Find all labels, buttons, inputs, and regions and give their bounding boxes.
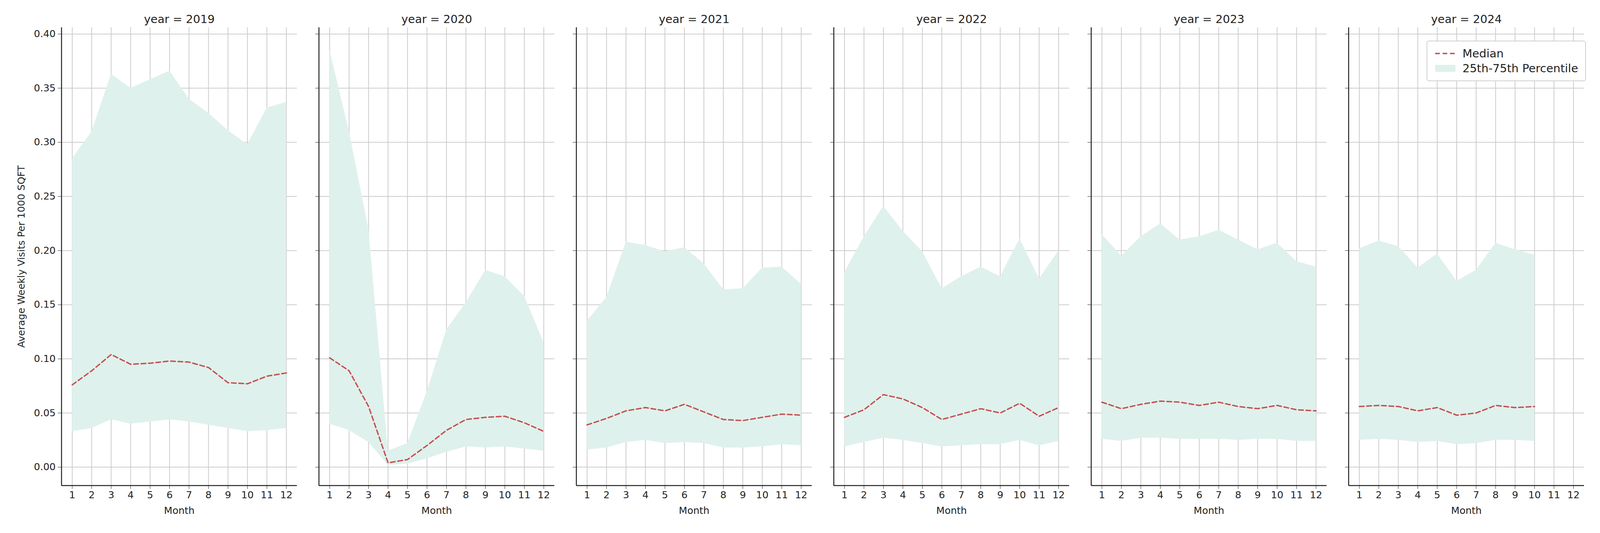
- svg-text:5: 5: [919, 489, 926, 501]
- svg-text:8: 8: [1492, 489, 1499, 501]
- svg-text:5: 5: [661, 489, 668, 501]
- svg-text:12: 12: [1309, 489, 1323, 501]
- svg-text:10: 10: [498, 489, 512, 501]
- svg-text:7: 7: [185, 489, 193, 501]
- svg-text:0.20: 0.20: [33, 244, 56, 257]
- svg-text:Month: Month: [678, 505, 710, 517]
- svg-text:0.40: 0.40: [33, 28, 56, 40]
- svg-text:8: 8: [1235, 489, 1242, 501]
- svg-text:12: 12: [280, 489, 293, 501]
- svg-text:0.30: 0.30: [33, 136, 56, 148]
- svg-text:4: 4: [1157, 489, 1164, 501]
- svg-text:9: 9: [225, 489, 232, 501]
- svg-text:11: 11: [260, 489, 274, 501]
- svg-text:3: 3: [1137, 489, 1145, 501]
- svg-text:0.25: 0.25: [33, 190, 56, 202]
- svg-text:10: 10: [1013, 489, 1027, 501]
- svg-text:year = 2024: year = 2024: [1430, 12, 1502, 26]
- svg-text:year = 2021: year = 2021: [658, 12, 730, 26]
- svg-text:Month: Month: [1451, 505, 1482, 517]
- svg-text:0.10: 0.10: [33, 353, 56, 365]
- svg-text:6: 6: [423, 489, 431, 501]
- svg-text:9: 9: [739, 489, 747, 501]
- svg-text:12: 12: [537, 489, 550, 501]
- svg-text:8: 8: [205, 489, 212, 501]
- svg-text:0.15: 0.15: [33, 298, 56, 311]
- svg-text:Month: Month: [1193, 505, 1225, 517]
- svg-text:5: 5: [1176, 489, 1183, 501]
- svg-text:0.05: 0.05: [33, 407, 56, 419]
- svg-text:6: 6: [166, 489, 173, 501]
- svg-text:5: 5: [146, 489, 154, 501]
- svg-text:9: 9: [997, 489, 1004, 501]
- svg-text:0.35: 0.35: [33, 82, 56, 94]
- svg-text:10: 10: [1528, 489, 1542, 501]
- svg-text:6: 6: [1453, 489, 1460, 501]
- svg-text:12: 12: [1052, 489, 1065, 501]
- svg-text:11: 11: [1290, 489, 1303, 501]
- svg-text:7: 7: [1473, 489, 1480, 501]
- svg-text:10: 10: [241, 489, 254, 501]
- svg-text:9: 9: [1254, 489, 1261, 501]
- svg-text:1: 1: [583, 489, 591, 501]
- svg-text:12: 12: [1567, 489, 1580, 501]
- svg-text:Month: Month: [936, 505, 967, 517]
- svg-text:2: 2: [603, 489, 610, 501]
- svg-text:2: 2: [860, 489, 868, 501]
- svg-text:7: 7: [443, 489, 450, 501]
- svg-text:4: 4: [642, 489, 649, 501]
- svg-text:year = 2022: year = 2022: [916, 12, 987, 26]
- svg-text:2: 2: [1118, 489, 1125, 501]
- svg-text:4: 4: [384, 489, 392, 501]
- svg-text:5: 5: [404, 489, 411, 501]
- svg-text:5: 5: [1433, 489, 1441, 501]
- svg-text:year = 2020: year = 2020: [401, 12, 472, 26]
- html-text:25th-75th Percentile: 25th-75th Percentile: [1462, 61, 1579, 75]
- svg-text:8: 8: [977, 489, 984, 501]
- svg-text:11: 11: [1547, 489, 1561, 501]
- svg-text:0.00: 0.00: [33, 461, 56, 473]
- svg-text:9: 9: [1512, 489, 1519, 501]
- svg-text:Month: Month: [164, 505, 195, 517]
- svg-text:10: 10: [1271, 489, 1284, 501]
- svg-text:4: 4: [899, 489, 906, 501]
- svg-text:6: 6: [1196, 489, 1203, 501]
- svg-text:2: 2: [88, 489, 95, 501]
- svg-text:9: 9: [482, 489, 489, 501]
- html-text:Median: Median: [1462, 46, 1504, 61]
- svg-text:8: 8: [462, 489, 470, 501]
- svg-text:3: 3: [880, 489, 887, 501]
- svg-text:6: 6: [938, 489, 945, 501]
- svg-text:6: 6: [681, 489, 688, 501]
- svg-text:4: 4: [1414, 489, 1421, 501]
- svg-text:1: 1: [69, 489, 76, 501]
- svg-text:1: 1: [1098, 489, 1106, 501]
- svg-text:year = 2023: year = 2023: [1173, 12, 1245, 26]
- svg-text:1: 1: [326, 489, 333, 501]
- svg-text:Average Weekly Visits Per 1000: Average Weekly Visits Per 1000 SQFT: [15, 165, 27, 349]
- svg-text:3: 3: [108, 489, 115, 501]
- svg-text:8: 8: [720, 489, 727, 501]
- svg-text:3: 3: [623, 489, 630, 501]
- svg-text:7: 7: [958, 489, 965, 501]
- svg-text:3: 3: [1395, 489, 1402, 501]
- svg-text:Month: Month: [421, 505, 452, 517]
- svg-text:7: 7: [700, 489, 708, 501]
- svg-text:10: 10: [756, 489, 769, 501]
- svg-text:2: 2: [346, 489, 353, 501]
- svg-text:3: 3: [365, 489, 372, 501]
- svg-text:2: 2: [1375, 489, 1383, 501]
- svg-text:11: 11: [517, 489, 531, 501]
- svg-text:1: 1: [841, 489, 848, 501]
- svg-text:1: 1: [1356, 489, 1363, 501]
- svg-text:11: 11: [775, 489, 788, 501]
- svg-text:12: 12: [794, 489, 808, 501]
- svg-text:4: 4: [127, 489, 134, 501]
- svg-text:year = 2019: year = 2019: [143, 12, 215, 26]
- svg-text:11: 11: [1032, 489, 1046, 501]
- svg-text:7: 7: [1215, 489, 1222, 501]
